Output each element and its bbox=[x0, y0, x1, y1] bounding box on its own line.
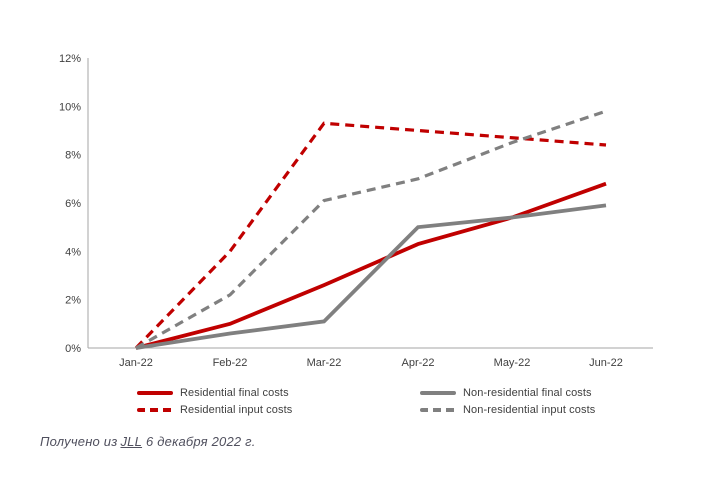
y-tick-label: 8% bbox=[65, 150, 81, 162]
y-tick-label: 0% bbox=[65, 343, 81, 355]
legend-column-non-residential: Non-residential final costs Non-resident… bbox=[420, 386, 595, 417]
legend-item-residential-input: Residential input costs bbox=[137, 403, 292, 417]
x-tick-label: Feb-22 bbox=[213, 357, 248, 369]
legend-label: Residential input costs bbox=[180, 404, 293, 416]
legend-item-non-residential-input: Non-residential input costs bbox=[420, 403, 595, 417]
non-residential-final-line-swatch bbox=[420, 391, 456, 395]
x-tick-label: Jan-22 bbox=[119, 357, 153, 369]
y-tick-label: 10% bbox=[59, 101, 81, 113]
line-chart: 0% 2% 4% 6% 8% 10% 12% Jan-22 Feb-22 Mar-22 Apr-22… bbox=[59, 53, 653, 369]
series-line-non-residential-input-costs bbox=[135, 109, 607, 350]
y-tick-label: 4% bbox=[65, 246, 81, 258]
y-tick-label: 2% bbox=[65, 295, 81, 307]
x-tick-label: Apr-22 bbox=[401, 357, 434, 369]
residential-input-line-swatch bbox=[137, 408, 173, 412]
source-link-jll[interactable]: JLL bbox=[120, 434, 143, 449]
legend-label: Non-residential input costs bbox=[463, 404, 596, 416]
legend-column-residential: Residential final costs Residential inpu… bbox=[137, 386, 292, 417]
y-tick-label: 6% bbox=[65, 198, 81, 210]
caption-prefix: Получено из bbox=[40, 434, 118, 449]
legend-label: Non-residential final costs bbox=[463, 387, 592, 399]
x-tick-label: May-22 bbox=[494, 357, 531, 369]
legend-label: Residential final costs bbox=[180, 387, 289, 399]
non-residential-input-line-swatch bbox=[420, 408, 456, 412]
legend-item-residential-final: Residential final costs bbox=[137, 386, 292, 400]
x-tick-label: Jun-22 bbox=[589, 357, 623, 369]
series-line-non-residential-final-costs bbox=[135, 203, 607, 350]
legend-item-non-residential-final: Non-residential final costs bbox=[420, 386, 595, 400]
series-line-residential-input-costs bbox=[134, 121, 607, 350]
caption-suffix: 6 декабря 2022 г. bbox=[146, 434, 256, 449]
y-tick-label: 12% bbox=[59, 53, 81, 65]
x-tick-label: Mar-22 bbox=[307, 357, 342, 369]
residential-final-line-swatch bbox=[137, 391, 173, 395]
series-line-residential-final-costs bbox=[135, 181, 607, 350]
source-caption: Получено из JLL 6 декабря 2022 г. bbox=[40, 434, 256, 449]
chart-legend: Residential final costs Residential inpu… bbox=[0, 386, 709, 422]
